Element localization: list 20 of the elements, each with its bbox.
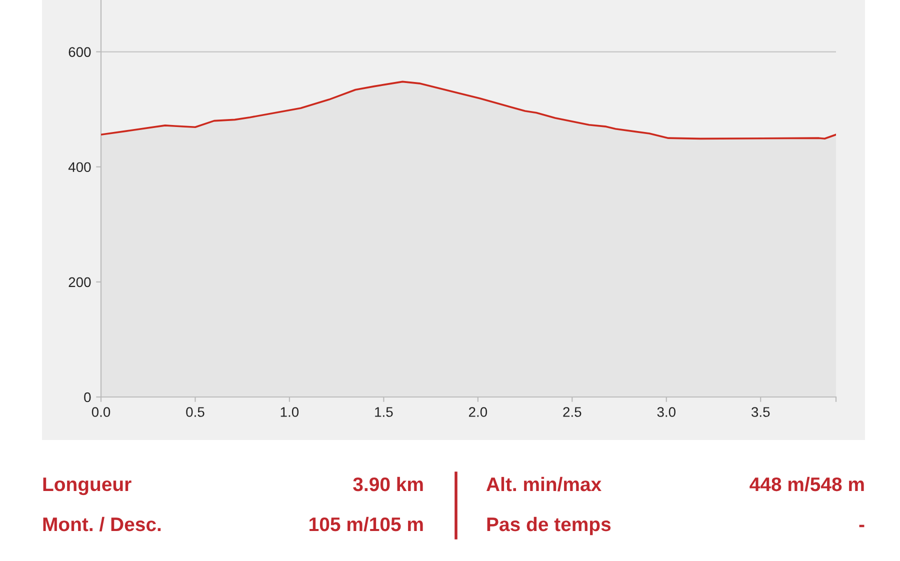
text: - [859, 524, 864, 528]
text: Pas de temps [487, 516, 611, 536]
x-tick-label: 1.0 [280, 407, 299, 417]
text: Mont. / Desc. [43, 516, 161, 532]
x-tick-label: 3.0 [657, 407, 676, 417]
text: Longueur [43, 478, 132, 496]
x-tick-label: 0.0 [92, 407, 110, 417]
y-tick-label: 600 [68, 47, 91, 57]
x-tick-label: 1.5 [375, 407, 393, 417]
text: 3.90 km [353, 476, 423, 492]
y-tick-label: 0 [84, 392, 91, 402]
y-tick-label: 400 [68, 162, 91, 172]
x-tick-label: 0.5 [186, 407, 204, 417]
text: Alt. min/max [486, 476, 602, 492]
x-tick-label: 3.5 [751, 407, 770, 417]
y-tick-label: 200 [68, 277, 91, 288]
x-tick-label: 2.0 [468, 407, 488, 417]
text: 448 m/548 m [750, 476, 864, 492]
text: 105 m/105 m [310, 516, 423, 532]
x-tick-label: 2.5 [563, 407, 582, 417]
